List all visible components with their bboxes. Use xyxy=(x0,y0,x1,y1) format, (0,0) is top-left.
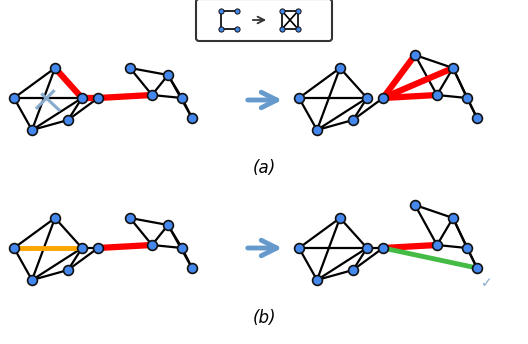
Point xyxy=(313,127,321,133)
Point xyxy=(148,242,156,248)
Point xyxy=(379,245,387,251)
Point xyxy=(363,245,371,251)
Point xyxy=(463,245,471,251)
Point xyxy=(217,26,225,32)
Text: ✓: ✓ xyxy=(481,276,493,290)
Point xyxy=(148,92,156,98)
Point xyxy=(336,215,344,221)
Point xyxy=(188,115,196,121)
Point xyxy=(295,245,303,251)
Point xyxy=(233,8,241,14)
Point xyxy=(94,245,102,251)
Point xyxy=(473,265,481,271)
Point xyxy=(349,117,357,123)
Point xyxy=(449,65,457,71)
Point xyxy=(463,95,471,101)
Point xyxy=(188,265,196,271)
Point xyxy=(126,215,134,221)
Point xyxy=(349,267,357,273)
Point xyxy=(51,65,59,71)
Point xyxy=(379,95,387,101)
Text: (a): (a) xyxy=(252,159,276,177)
Point xyxy=(411,202,419,208)
Point xyxy=(28,277,36,283)
Point xyxy=(94,95,102,101)
Point xyxy=(313,277,321,283)
Point xyxy=(294,8,302,14)
FancyBboxPatch shape xyxy=(196,0,332,41)
Point xyxy=(64,267,72,273)
Point xyxy=(10,95,18,101)
Point xyxy=(64,117,72,123)
Point xyxy=(433,92,441,98)
Point xyxy=(10,245,18,251)
Point xyxy=(164,72,172,78)
Point xyxy=(178,245,186,251)
Point xyxy=(164,222,172,228)
Point xyxy=(78,95,86,101)
Point xyxy=(449,215,457,221)
Point xyxy=(433,242,441,248)
Point xyxy=(363,95,371,101)
Point xyxy=(294,26,302,32)
Point xyxy=(411,52,419,58)
Point xyxy=(336,65,344,71)
Point xyxy=(295,95,303,101)
Text: (b): (b) xyxy=(252,309,276,327)
Point xyxy=(278,8,286,14)
Point xyxy=(178,95,186,101)
Point xyxy=(28,127,36,133)
Point xyxy=(51,215,59,221)
Point xyxy=(78,245,86,251)
Point xyxy=(473,115,481,121)
Point xyxy=(217,8,225,14)
Point xyxy=(126,65,134,71)
Point xyxy=(278,26,286,32)
Point xyxy=(233,26,241,32)
